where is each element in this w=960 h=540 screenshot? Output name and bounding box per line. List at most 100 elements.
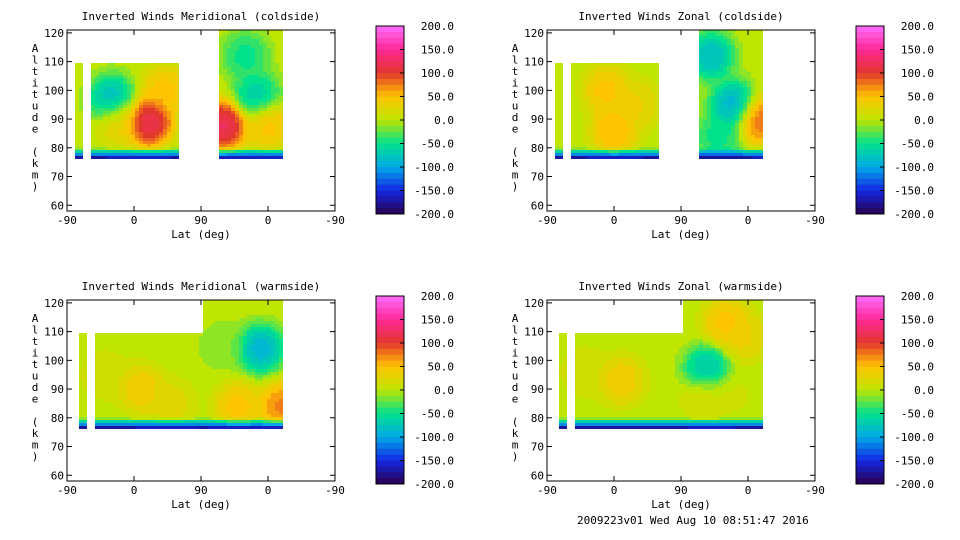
- field-cell: [255, 333, 259, 336]
- field-cell: [219, 114, 223, 117]
- field-cell: [131, 366, 135, 369]
- field-cell: [595, 120, 599, 123]
- field-cell: [247, 75, 251, 78]
- field-cell: [171, 381, 175, 384]
- field-cell: [151, 120, 155, 123]
- field-cell: [163, 387, 167, 390]
- field-cell: [599, 120, 603, 123]
- field-cell: [267, 312, 271, 315]
- field-cell: [211, 384, 215, 387]
- field-cell: [75, 69, 79, 72]
- field-cell: [731, 102, 735, 105]
- field-cell: [255, 399, 259, 402]
- field-cell: [583, 153, 587, 156]
- contour-field: [559, 300, 763, 429]
- field-cell: [79, 408, 83, 411]
- field-cell: [251, 348, 255, 351]
- field-cell: [263, 36, 267, 39]
- field-cell: [119, 123, 123, 126]
- field-cell: [203, 399, 207, 402]
- field-cell: [183, 333, 187, 336]
- field-cell: [711, 114, 715, 117]
- field-cell: [79, 333, 83, 336]
- field-cell: [639, 102, 643, 105]
- field-cell: [163, 357, 167, 360]
- field-cell: [115, 84, 119, 87]
- field-cell: [271, 384, 275, 387]
- field-cell: [235, 414, 239, 417]
- field-cell: [155, 414, 159, 417]
- field-cell: [167, 399, 171, 402]
- field-cell: [99, 105, 103, 108]
- field-cell: [579, 132, 583, 135]
- field-cell: [611, 96, 615, 99]
- field-cell: [707, 30, 711, 33]
- field-cell: [159, 339, 163, 342]
- field-cell: [235, 54, 239, 57]
- field-cell: [727, 42, 731, 45]
- field-cell: [99, 411, 103, 414]
- field-cell: [643, 141, 647, 144]
- field-cell: [159, 75, 163, 78]
- field-cell: [99, 354, 103, 357]
- field-cell: [119, 153, 123, 156]
- field-cell: [751, 132, 755, 135]
- field-cell: [167, 414, 171, 417]
- field-cell: [759, 150, 763, 153]
- field-cell: [95, 123, 99, 126]
- field-cell: [559, 111, 563, 114]
- field-cell: [111, 129, 115, 132]
- field-cell: [751, 111, 755, 114]
- field-cell: [235, 300, 239, 303]
- field-cell: [75, 141, 79, 144]
- field-cell: [95, 96, 99, 99]
- field-cell: [155, 381, 159, 384]
- field-cell: [171, 117, 175, 120]
- field-cell: [651, 66, 655, 69]
- field-cell: [235, 78, 239, 81]
- field-cell: [275, 390, 279, 393]
- field-cell: [275, 33, 279, 36]
- field-cell: [259, 303, 263, 306]
- field-cell: [271, 375, 275, 378]
- field-cell: [191, 342, 195, 345]
- field-cell: [559, 108, 563, 111]
- field-cell: [139, 153, 143, 156]
- field-cell: [235, 102, 239, 105]
- field-cell: [751, 30, 755, 33]
- colorbar-band: [376, 49, 404, 56]
- field-cell: [227, 333, 231, 336]
- field-cell: [131, 378, 135, 381]
- field-cell: [75, 150, 79, 153]
- field-cell: [195, 354, 199, 357]
- field-cell: [699, 78, 703, 81]
- field-cell: [255, 36, 259, 39]
- field-cell: [235, 312, 239, 315]
- field-cell: [167, 69, 171, 72]
- field-cell: [723, 54, 727, 57]
- field-cell: [259, 75, 263, 78]
- field-cell: [259, 66, 263, 69]
- field-cell: [243, 87, 247, 90]
- field-cell: [91, 132, 95, 135]
- field-cell: [155, 408, 159, 411]
- field-cell: [139, 345, 143, 348]
- field-cell: [223, 321, 227, 324]
- field-cell: [167, 150, 171, 153]
- field-cell: [99, 90, 103, 93]
- field-cell: [235, 30, 239, 33]
- field-cell: [131, 375, 135, 378]
- field-cell: [83, 372, 87, 375]
- field-cell: [103, 105, 107, 108]
- field-cell: [143, 63, 147, 66]
- field-cell: [267, 69, 271, 72]
- field-cell: [755, 51, 759, 54]
- field-cell: [639, 87, 643, 90]
- field-cell: [115, 75, 119, 78]
- field-cell: [191, 360, 195, 363]
- field-cell: [103, 402, 107, 405]
- field-cell: [167, 408, 171, 411]
- field-cell: [227, 147, 231, 150]
- field-cell: [251, 357, 255, 360]
- field-cell: [555, 81, 559, 84]
